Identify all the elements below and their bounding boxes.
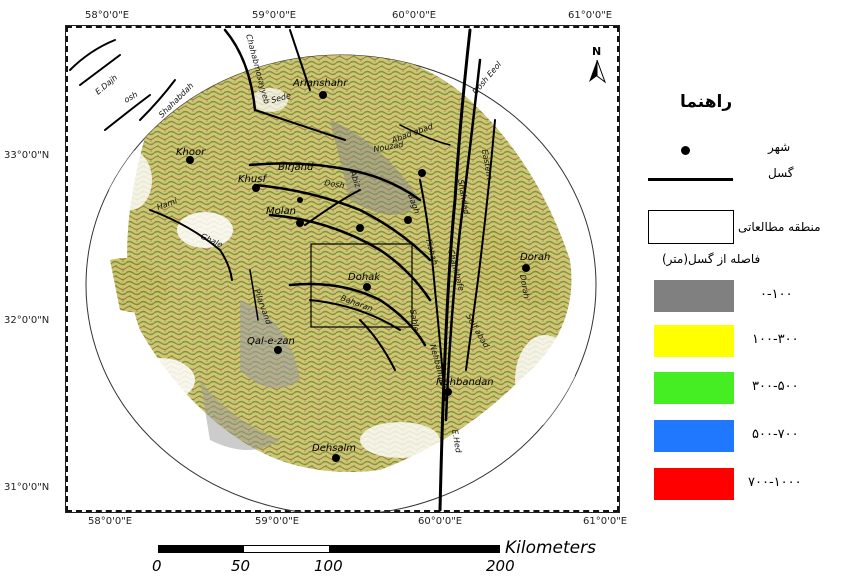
fault-label-22: Dosh Eeol	[471, 59, 504, 96]
scale-label-0: 0	[152, 557, 162, 575]
lon-tick-bottom-61: 61°0'0"E	[583, 516, 628, 527]
city-label-qalezan: Qal-e-zan	[247, 336, 295, 347]
fault-label-3: osh	[123, 90, 140, 105]
legend-class-label-2: ۳۰۰-۵۰۰	[752, 379, 799, 394]
legend-fault-label: گسل	[768, 166, 794, 180]
map-frame	[65, 25, 620, 513]
city-dot-mid2	[404, 216, 412, 224]
lon-tick-top-59: 59°0'0"E	[252, 10, 297, 21]
fault-label-21: E.Hed	[450, 429, 463, 455]
city-label-dehsalm: Dehsalm	[312, 443, 356, 454]
scale-label-50: 50	[231, 557, 251, 575]
city-dot-qalezan	[274, 346, 282, 354]
lon-tick-bottom-59: 59°0'0"E	[255, 516, 300, 527]
city-dot-nehbandan	[444, 388, 452, 396]
city-label-khusf: Khusf	[238, 174, 267, 185]
scale-label-200: 200	[486, 557, 515, 575]
lat-tick-32: 32°0'0"N	[4, 315, 50, 326]
scale-unit: Kilometers	[505, 538, 596, 558]
city-dot-dohak	[363, 283, 371, 291]
fault-label-9: Dosh	[324, 178, 346, 190]
scale-segment-1	[244, 546, 329, 552]
scale-segment-2	[329, 546, 499, 552]
city-label-nehbandan: Nehbandan	[436, 377, 494, 388]
north-arrow-label: N	[592, 45, 601, 58]
city-label-molan: Molan	[266, 206, 296, 217]
city-dot-khoor	[186, 156, 194, 164]
city-label-khoor: Khoor	[176, 147, 206, 158]
map-graticule-border	[66, 26, 619, 512]
city-dot-molan	[296, 219, 304, 227]
legend-swatch-0	[654, 280, 734, 312]
legend-swatch-2	[654, 372, 734, 404]
legend-city-label: شهر	[768, 140, 791, 154]
legend-class-label-3: ۵۰۰-۷۰۰	[752, 427, 799, 442]
study-area-rectangle	[310, 243, 413, 328]
legend-title: راهنما	[680, 92, 733, 112]
scale-segment-0	[159, 546, 244, 552]
legend-distance-title: فاصله از گسل(متر)	[662, 252, 761, 266]
city-dot-dorah	[522, 264, 530, 272]
fault-label-2: E.Dajh	[94, 73, 120, 97]
legend-swatch-3	[654, 420, 734, 452]
legend-swatch-4	[654, 468, 734, 500]
city-dot-birjand	[297, 197, 303, 203]
legend-city-dot	[681, 146, 690, 155]
city-dot-khusf	[252, 184, 260, 192]
fault-label-20: Sahle	[408, 309, 421, 332]
north-arrow: N	[589, 45, 607, 84]
legend-study-area-box	[648, 210, 734, 244]
lon-tick-top-60: 60°0'0"E	[392, 10, 437, 21]
legend-class-label-0: ۰-۱۰۰	[760, 287, 793, 302]
scale-bar	[158, 545, 500, 553]
city-dot-arianshahr	[319, 91, 327, 99]
fault-label-12: Dorah	[518, 274, 531, 300]
city-label-arianshahr: Arianshahr	[292, 78, 348, 89]
legend-class-label-4: ۷۰۰-۱۰۰۰	[748, 475, 802, 490]
city-dot-mid3	[418, 169, 426, 177]
city-label-dohak: Dohak	[348, 272, 381, 283]
lon-tick-top-61: 61°0'0"E	[568, 10, 613, 21]
lon-tick-bottom-60: 60°0'0"E	[418, 516, 463, 527]
fault-lines	[69, 28, 496, 512]
legend-swatch-1	[654, 325, 734, 357]
legend-class-label-1: ۱۰۰-۳۰۰	[752, 332, 799, 347]
map-canvas: Arianshahr Khoor Khusf Birjand Molan Doh…	[69, 28, 607, 512]
scale-label-100: 100	[314, 557, 343, 575]
city-label-dorah: Dorah	[520, 252, 550, 263]
fault-distance-raster	[108, 55, 575, 472]
city-dot-dehsalm	[332, 454, 340, 462]
city-label-birjand: Birjand	[278, 162, 314, 173]
lon-tick-top-58: 58°0'0"E	[85, 10, 130, 21]
lat-tick-33: 33°0'0"N	[4, 150, 50, 161]
lon-tick-bottom-58: 58°0'0"E	[88, 516, 133, 527]
legend-study-area-label: منطقه مطالعاتی	[738, 220, 821, 234]
city-markers	[186, 91, 530, 462]
legend-fault-line	[648, 178, 733, 181]
city-dot-mid1	[356, 224, 364, 232]
lat-tick-31: 31°0'0"N	[4, 482, 50, 493]
